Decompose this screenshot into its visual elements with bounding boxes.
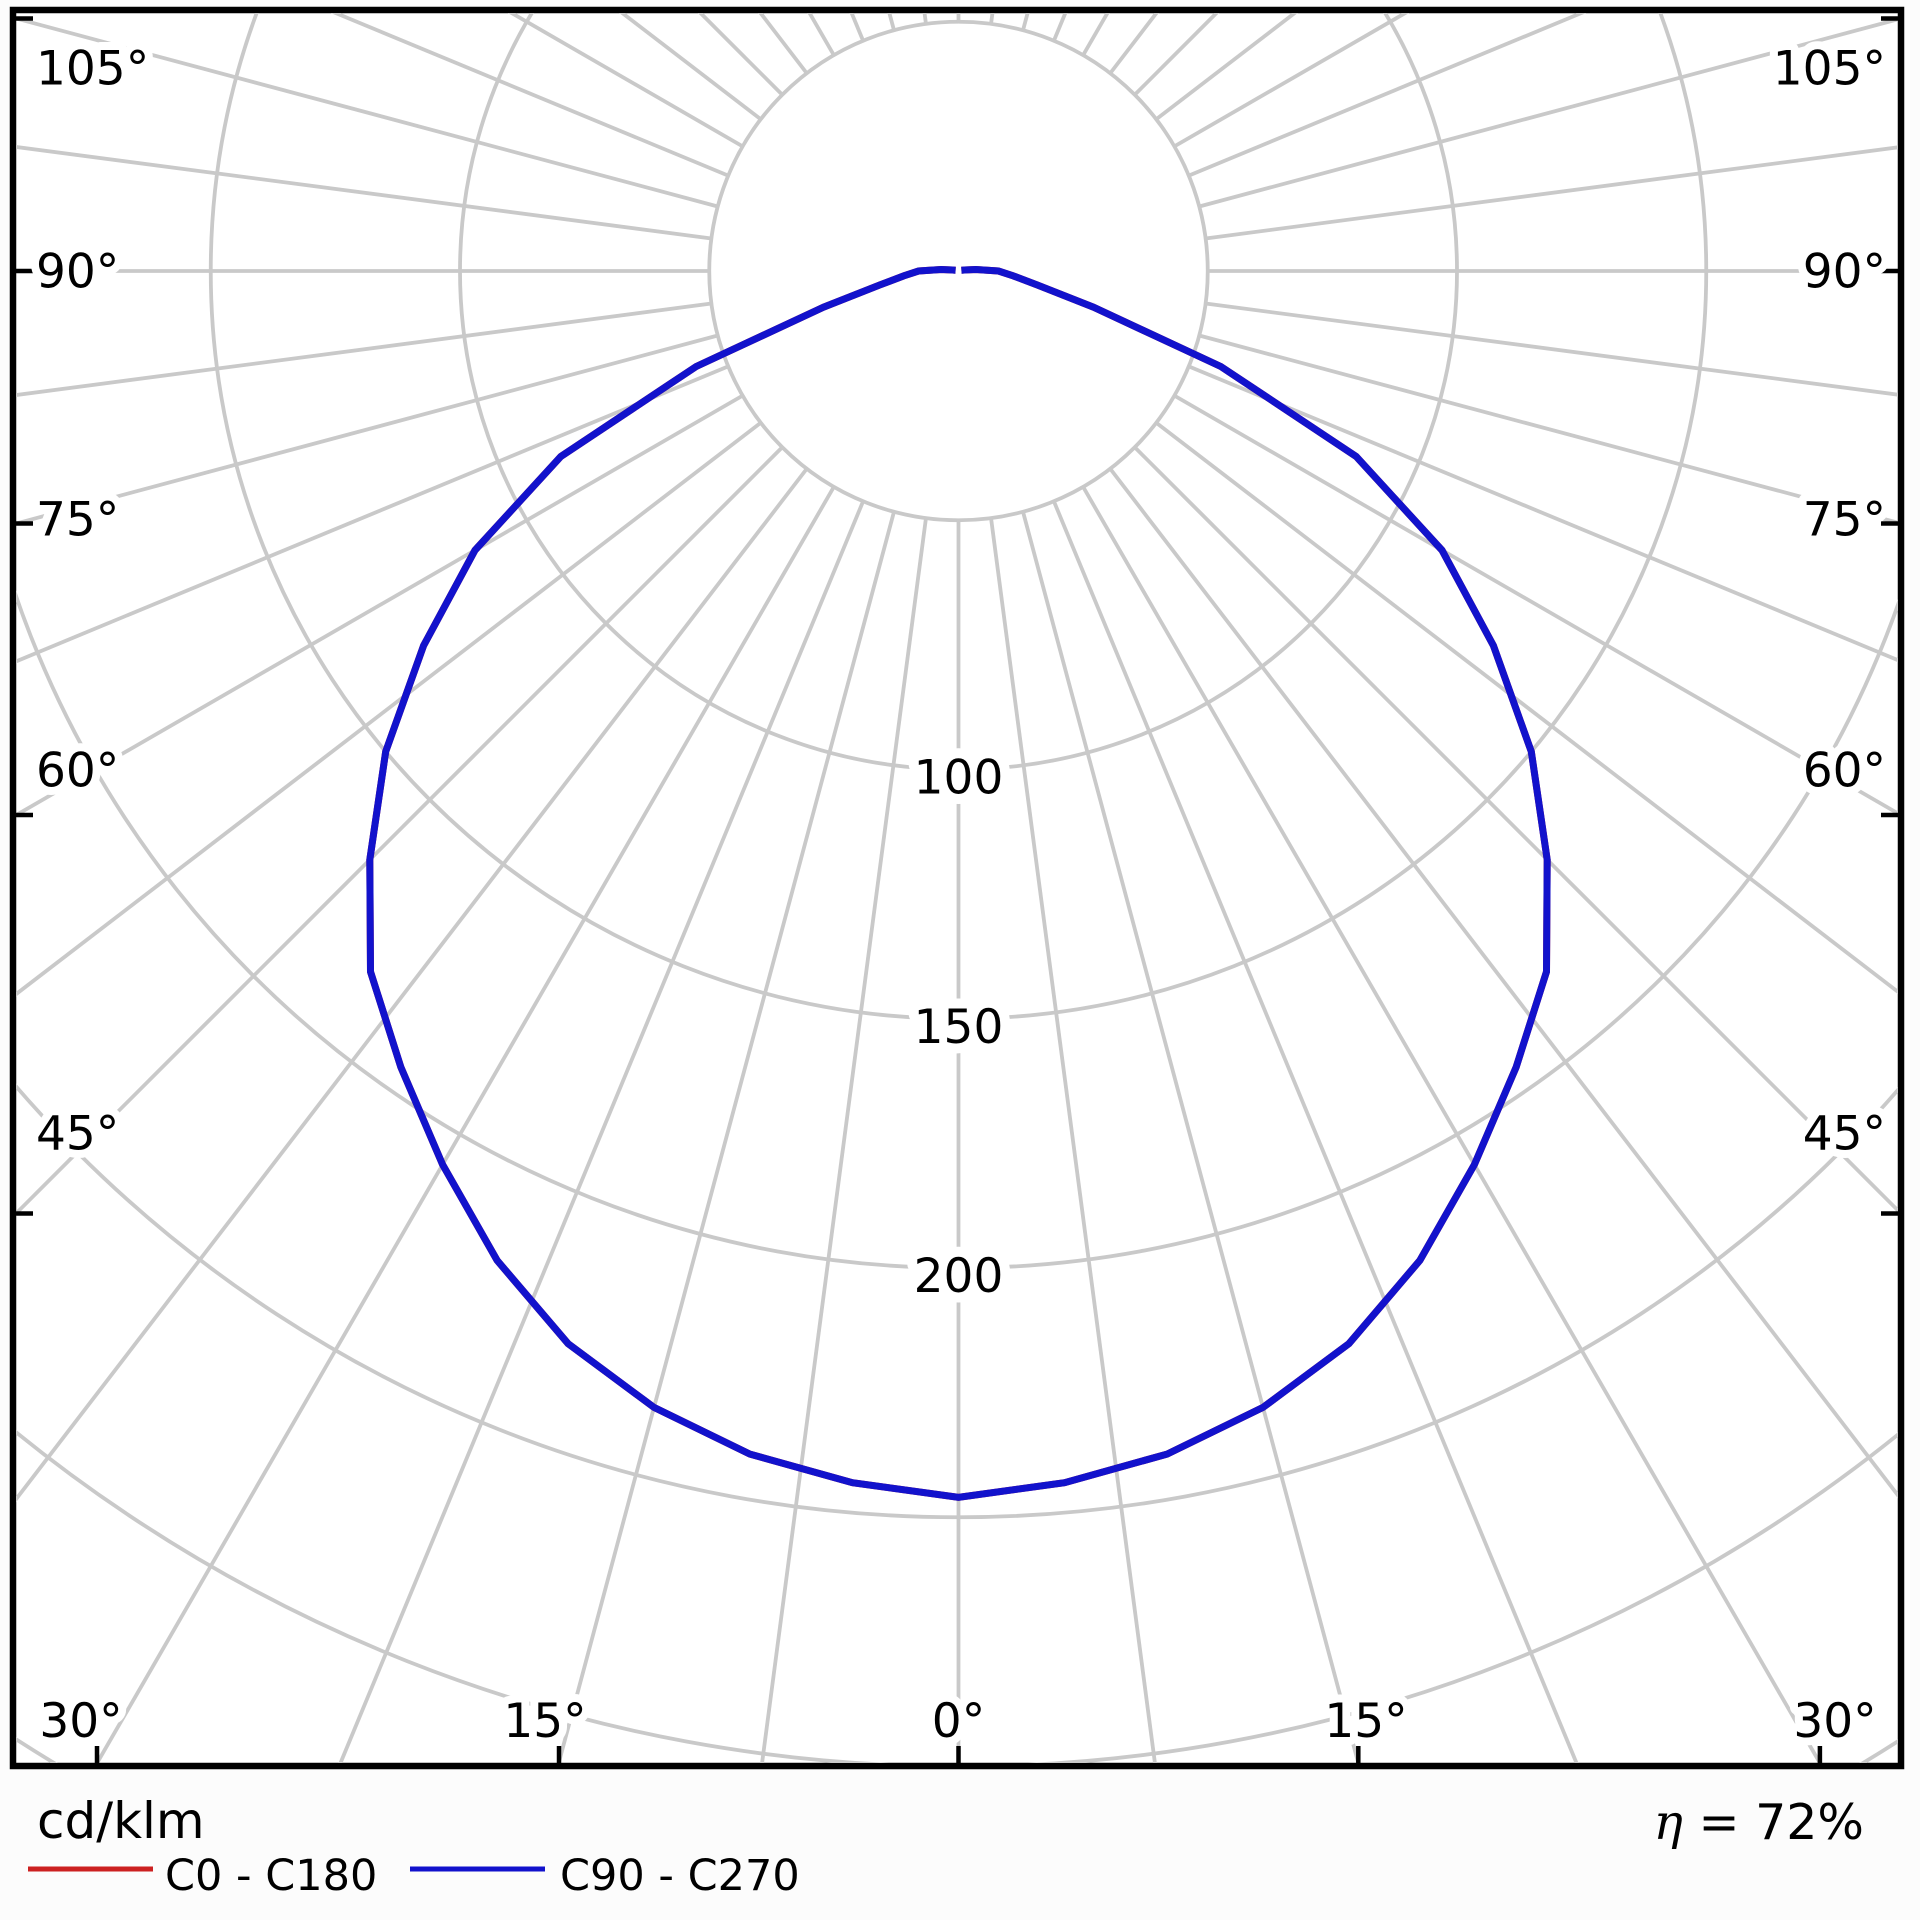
radial-gridline-262.5: [16, 145, 712, 241]
legend-label-c90-c270: C90 - C270: [560, 1851, 800, 1901]
radial-gridline-337.5: [338, 500, 865, 1763]
radial-gridline-97.5: [1205, 145, 1898, 241]
radial-gridline-60: [1173, 393, 1898, 816]
radial-gridline-112.5: [1188, 13, 1587, 178]
angle-label-bottom-4: 30°: [1793, 1694, 1876, 1749]
curve-c90-c270: [366, 265, 1551, 1501]
radial-gridline-240: [507, 13, 744, 149]
radial-gridline-52.5: [1155, 421, 1898, 995]
radial-gridline-292.5: [16, 364, 729, 664]
radial-gridline-352.5: [760, 517, 928, 1763]
radial-gridline-67.5: [1188, 364, 1898, 663]
eta-symbol: η: [1654, 1794, 1683, 1851]
radial-gridline-255: [16, 16, 719, 209]
radial-gridline-307.5: [16, 421, 762, 997]
ring-label-100: 100: [914, 751, 1004, 806]
angle-label-bottom-0: 30°: [39, 1694, 122, 1749]
radial-gridline-82.5: [1205, 301, 1898, 397]
angle-label-right-60: 60°: [1803, 744, 1886, 799]
angle-label-left-45: 45°: [36, 1107, 119, 1162]
radial-gridline-315: [16, 445, 784, 1217]
ring-label-150: 150: [914, 1000, 1004, 1055]
angle-label-bottom-1: 15°: [503, 1694, 586, 1749]
radial-gridline-285: [16, 333, 719, 526]
border-ticks: [16, 16, 1898, 1763]
radial-gridline-22.5: [1052, 500, 1579, 1763]
angle-label-left-105: 105°: [36, 42, 149, 97]
ring-label-200: 200: [914, 1249, 1004, 1304]
grid-labels: 105° 90° 75° 60° 45° 105° 90° 75° 60° 45° 30° 15° 0°…: [28, 34, 1894, 1758]
radial-gridline-300: [16, 393, 744, 818]
angle-label-left-75: 75°: [36, 493, 119, 548]
radial-gridline-45: [1133, 445, 1898, 1214]
angle-label-right-45: 45°: [1803, 1107, 1886, 1162]
legend: C0 - C180 C90 - C270: [28, 1851, 800, 1901]
radial-gridline-322.5: [16, 467, 809, 1503]
radial-gridline-105: [1198, 17, 1898, 209]
radial-gridline-7.5: [989, 517, 1157, 1763]
angle-label-bottom-3: 15°: [1324, 1694, 1407, 1749]
legend-label-c0-c180: C0 - C180: [165, 1851, 377, 1901]
radial-gridline-247.5: [330, 13, 729, 178]
curves: [366, 265, 1551, 1501]
angle-label-left-60: 60°: [36, 744, 119, 799]
units-label: cd/klm: [37, 1792, 205, 1850]
angle-label-right-105: 105°: [1773, 42, 1886, 97]
angle-label-left-90: 90°: [36, 245, 119, 300]
radial-gridline-75: [1198, 333, 1898, 525]
efficiency-label: η = 72%: [1654, 1794, 1864, 1851]
radial-gridline-345: [556, 511, 896, 1763]
radial-gridline-15: [1021, 511, 1361, 1763]
radial-gridline-277.5: [16, 301, 712, 397]
angle-label-bottom-2: 0°: [932, 1694, 985, 1749]
efficiency-value: = 72%: [1683, 1794, 1864, 1851]
radial-gridline-37.5: [1108, 467, 1898, 1499]
angle-label-right-90: 90°: [1803, 245, 1886, 300]
radial-gridline-120: [1173, 13, 1410, 149]
angle-label-right-75: 75°: [1803, 493, 1886, 548]
caption-area: cd/klm η = 72% C0 - C180 C90 - C270: [28, 1792, 1864, 1901]
